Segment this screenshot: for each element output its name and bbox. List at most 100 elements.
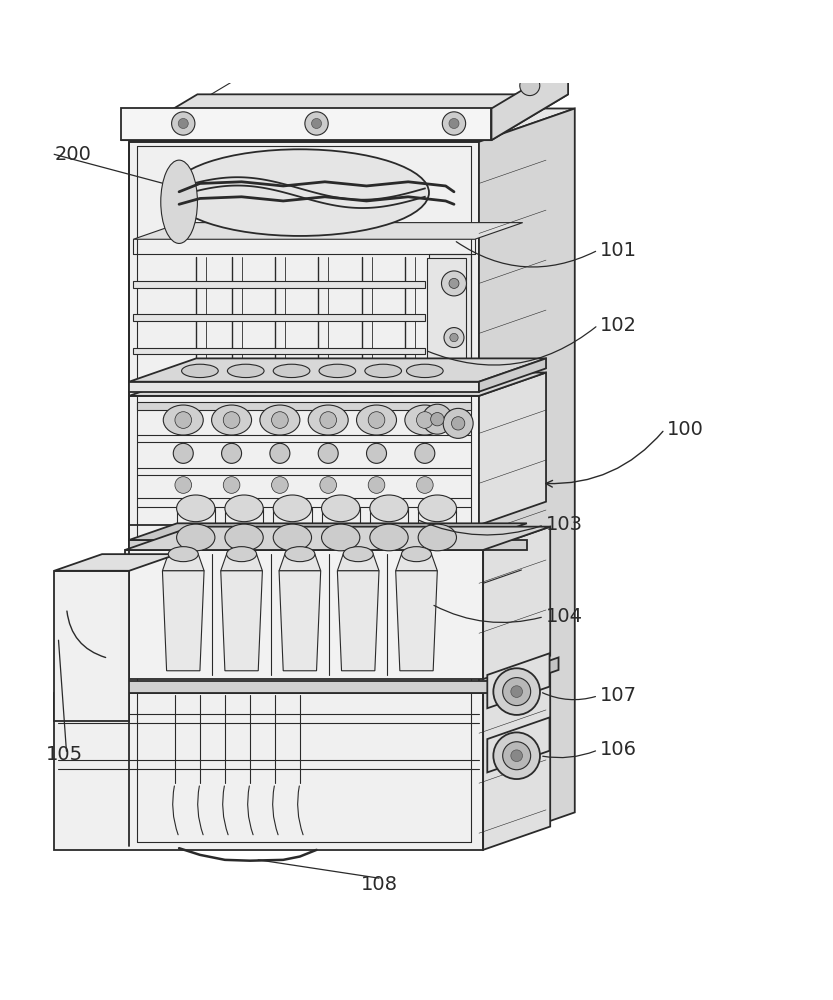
Text: 100: 100 <box>666 420 703 439</box>
Ellipse shape <box>227 547 257 562</box>
Polygon shape <box>133 314 425 321</box>
Ellipse shape <box>171 149 429 236</box>
Polygon shape <box>121 108 491 140</box>
Ellipse shape <box>227 364 264 378</box>
Ellipse shape <box>407 364 443 378</box>
Polygon shape <box>491 657 558 693</box>
Polygon shape <box>162 554 204 571</box>
Text: 102: 102 <box>600 316 636 335</box>
Polygon shape <box>491 63 568 140</box>
Polygon shape <box>129 523 526 540</box>
Ellipse shape <box>357 405 397 435</box>
Polygon shape <box>273 371 310 392</box>
Polygon shape <box>487 717 550 772</box>
Ellipse shape <box>177 524 215 551</box>
Polygon shape <box>479 108 575 846</box>
Circle shape <box>416 477 433 493</box>
Ellipse shape <box>370 495 408 522</box>
Polygon shape <box>279 571 321 671</box>
Text: 104: 104 <box>546 607 582 626</box>
Polygon shape <box>129 396 479 525</box>
Polygon shape <box>396 571 437 671</box>
Ellipse shape <box>225 495 263 522</box>
Polygon shape <box>182 371 218 392</box>
Ellipse shape <box>168 547 198 562</box>
Polygon shape <box>129 142 479 846</box>
Polygon shape <box>337 554 379 571</box>
Ellipse shape <box>322 524 360 551</box>
Polygon shape <box>125 527 550 550</box>
Polygon shape <box>429 254 471 383</box>
Circle shape <box>431 413 444 426</box>
Circle shape <box>175 412 192 428</box>
Circle shape <box>502 678 531 706</box>
Polygon shape <box>365 371 402 392</box>
Polygon shape <box>279 554 321 571</box>
Circle shape <box>520 76 540 96</box>
Circle shape <box>270 443 290 463</box>
Ellipse shape <box>319 364 356 378</box>
Polygon shape <box>319 371 356 392</box>
Ellipse shape <box>405 405 445 435</box>
Text: 200: 200 <box>54 145 91 164</box>
Circle shape <box>443 408 473 438</box>
Polygon shape <box>129 358 546 382</box>
Circle shape <box>320 477 337 493</box>
Polygon shape <box>227 371 264 392</box>
Circle shape <box>451 417 465 430</box>
Ellipse shape <box>343 547 373 562</box>
Ellipse shape <box>177 495 215 522</box>
Polygon shape <box>117 681 491 693</box>
Circle shape <box>175 477 192 493</box>
Ellipse shape <box>308 405 348 435</box>
Polygon shape <box>337 571 379 671</box>
Text: 101: 101 <box>600 241 636 260</box>
Polygon shape <box>221 571 262 671</box>
Ellipse shape <box>273 524 312 551</box>
Polygon shape <box>407 371 443 392</box>
Circle shape <box>444 328 464 348</box>
Polygon shape <box>133 281 425 288</box>
Polygon shape <box>487 653 550 708</box>
Polygon shape <box>54 554 177 571</box>
Polygon shape <box>162 571 204 671</box>
Ellipse shape <box>322 495 360 522</box>
Circle shape <box>223 477 240 493</box>
Circle shape <box>272 477 288 493</box>
Polygon shape <box>129 540 526 550</box>
Circle shape <box>511 686 522 697</box>
Circle shape <box>493 668 540 715</box>
Circle shape <box>272 412 288 428</box>
Circle shape <box>367 443 387 463</box>
Circle shape <box>312 118 322 128</box>
Ellipse shape <box>370 524 408 551</box>
Polygon shape <box>129 108 575 142</box>
Polygon shape <box>54 693 483 850</box>
Polygon shape <box>483 670 550 850</box>
Ellipse shape <box>273 364 310 378</box>
Ellipse shape <box>182 364 218 378</box>
Polygon shape <box>137 402 471 410</box>
Text: 107: 107 <box>600 686 636 705</box>
Polygon shape <box>396 554 437 571</box>
Circle shape <box>320 412 337 428</box>
Circle shape <box>368 477 385 493</box>
Text: 105: 105 <box>46 745 83 764</box>
Ellipse shape <box>418 495 456 522</box>
Ellipse shape <box>161 160 197 243</box>
Circle shape <box>178 118 188 128</box>
Circle shape <box>449 278 459 288</box>
Polygon shape <box>479 358 546 392</box>
Polygon shape <box>129 373 546 396</box>
Circle shape <box>511 750 522 762</box>
Circle shape <box>223 412 240 428</box>
Circle shape <box>493 732 540 779</box>
Circle shape <box>442 112 466 135</box>
Circle shape <box>173 443 193 463</box>
Ellipse shape <box>212 405 252 435</box>
Ellipse shape <box>260 405 300 435</box>
Ellipse shape <box>273 495 312 522</box>
Polygon shape <box>133 348 425 354</box>
Circle shape <box>416 412 433 428</box>
Ellipse shape <box>418 524 456 551</box>
